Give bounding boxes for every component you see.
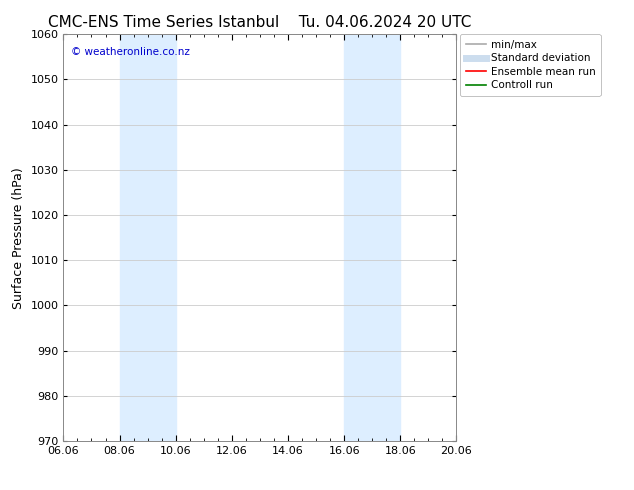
Text: © weatheronline.co.nz: © weatheronline.co.nz <box>71 47 190 56</box>
Y-axis label: Surface Pressure (hPa): Surface Pressure (hPa) <box>12 167 25 309</box>
Text: CMC-ENS Time Series Istanbul    Tu. 04.06.2024 20 UTC: CMC-ENS Time Series Istanbul Tu. 04.06.2… <box>48 15 472 30</box>
Legend: min/max, Standard deviation, Ensemble mean run, Controll run: min/max, Standard deviation, Ensemble me… <box>460 34 600 96</box>
Bar <box>120 34 176 441</box>
Bar <box>344 34 400 441</box>
